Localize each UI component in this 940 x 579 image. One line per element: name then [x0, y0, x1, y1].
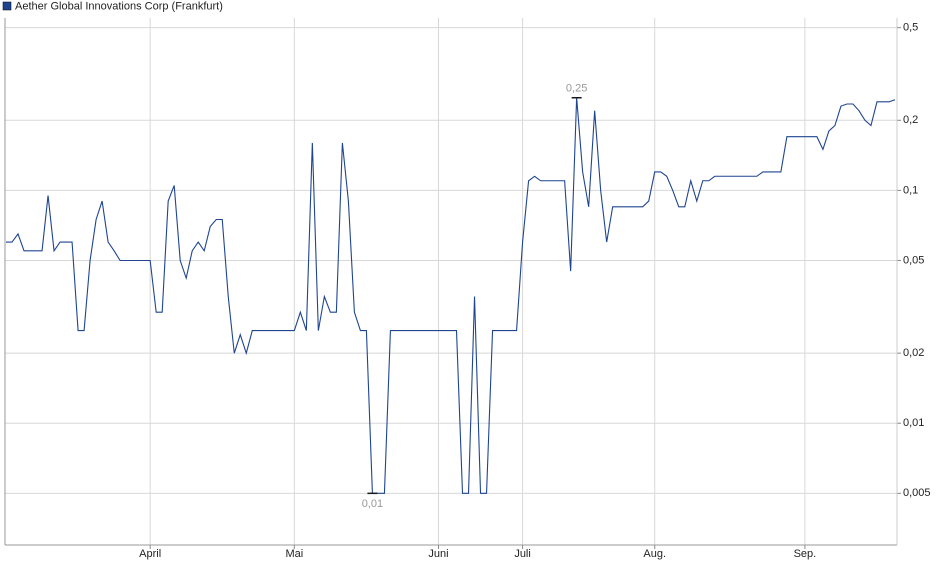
- y-tick-label: 0,2: [903, 114, 918, 126]
- y-tick-label: 0,01: [903, 417, 924, 429]
- extreme-label: 0,25: [566, 83, 587, 95]
- x-tick-label: Juli: [514, 548, 531, 560]
- x-tick-label: Juni: [428, 548, 448, 560]
- legend-label: Aether Global Innovations Corp (Frankfur…: [15, 0, 223, 12]
- extreme-label: 0,01: [362, 498, 383, 510]
- x-tick-label: April: [139, 548, 161, 560]
- legend-swatch: [2, 1, 12, 11]
- y-tick-label: 0,5: [903, 22, 918, 34]
- price-line: [6, 97, 896, 494]
- x-tick-label: Mai: [285, 548, 303, 560]
- x-tick-label: Aug.: [643, 548, 666, 560]
- y-tick-label: 0,1: [903, 184, 918, 196]
- y-tick-label: 0,005: [903, 487, 931, 499]
- y-tick-label: 0,05: [903, 254, 924, 266]
- y-tick-label: 0,02: [903, 347, 924, 359]
- x-tick-label: Sep.: [794, 548, 817, 560]
